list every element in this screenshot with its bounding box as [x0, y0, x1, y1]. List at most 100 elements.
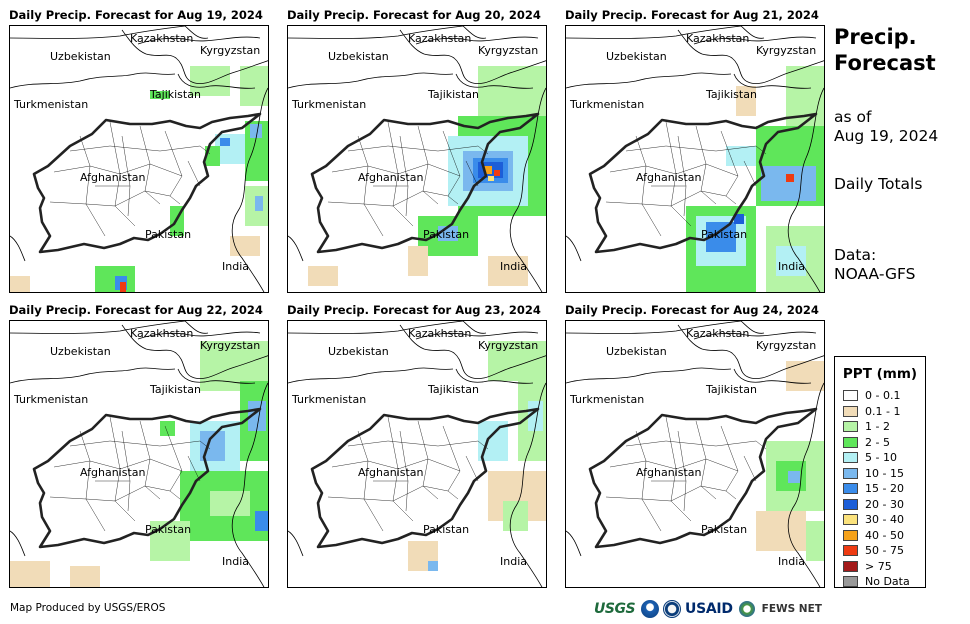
- precip-cells: [10, 341, 268, 587]
- sidebar-daily-totals: Daily Totals: [834, 175, 923, 193]
- legend-label: 20 - 30: [865, 497, 904, 511]
- label-turkmenistan: Turkmenistan: [569, 98, 644, 111]
- label-afghanistan: Afghanistan: [80, 466, 146, 479]
- legend-label: 5 - 10: [865, 451, 897, 465]
- legend-swatch: [843, 514, 858, 526]
- label-india: India: [222, 260, 249, 273]
- label-uzbekistan: Uzbekistan: [606, 50, 667, 63]
- state-seal-icon: [663, 600, 682, 618]
- label-turkmenistan: Turkmenistan: [291, 393, 366, 406]
- legend-label: > 75: [865, 559, 892, 573]
- legend-swatch: [843, 576, 858, 588]
- label-afghanistan: Afghanistan: [358, 171, 424, 184]
- label-afghanistan: Afghanistan: [636, 466, 702, 479]
- label-tajikistan: Tajikistan: [705, 88, 757, 101]
- forecast-map: Kazakhstan Uzbekistan Kyrgyzstan Tajikis…: [9, 25, 269, 293]
- label-india: India: [500, 555, 527, 568]
- legend-swatch: [843, 483, 858, 495]
- legend-row: 40 - 50: [835, 528, 925, 544]
- label-uzbekistan: Uzbekistan: [606, 345, 667, 358]
- legend-row: 0.1 - 1: [835, 404, 925, 420]
- sidebar-asof: as of Aug 19, 2024: [834, 108, 938, 146]
- precip-cells: [686, 66, 824, 292]
- sidebar-title: Precip. Forecast: [834, 24, 964, 76]
- legend-row: 1 - 2: [835, 419, 925, 435]
- label-turkmenistan: Turkmenistan: [291, 98, 366, 111]
- sidebar-data-line2: NOAA-GFS: [834, 265, 916, 283]
- label-kazakhstan: Kazakhstan: [408, 327, 471, 340]
- legend-label: 2 - 5: [865, 435, 890, 449]
- sidebar-asof-line1: as of: [834, 108, 872, 126]
- fews-globe-icon: [738, 601, 755, 617]
- panel-title: Daily Precip. Forecast for Aug 20, 2024: [287, 8, 541, 22]
- legend-swatch: [843, 545, 858, 557]
- legend-row: 15 - 20: [835, 481, 925, 497]
- label-turkmenistan: Turkmenistan: [569, 393, 644, 406]
- legend-swatch: [843, 436, 858, 448]
- label-uzbekistan: Uzbekistan: [328, 50, 389, 63]
- label-kazakhstan: Kazakhstan: [408, 32, 471, 45]
- label-tajikistan: Tajikistan: [705, 383, 757, 396]
- legend-swatch: [843, 529, 858, 541]
- legend-label: 10 - 15: [865, 466, 904, 480]
- forecast-map: Kazakhstan Uzbekistan Kyrgyzstan Tajikis…: [565, 25, 825, 293]
- legend-swatch: [843, 390, 858, 402]
- label-kyrgyzstan: Kyrgyzstan: [756, 339, 816, 352]
- label-kyrgyzstan: Kyrgyzstan: [478, 44, 538, 57]
- legend-title: PPT (mm): [842, 366, 918, 382]
- label-kyrgyzstan: Kyrgyzstan: [478, 339, 538, 352]
- panel-title: Daily Precip. Forecast for Aug 22, 2024: [9, 303, 263, 317]
- legend-swatch: [843, 560, 858, 572]
- legend-row: 20 - 30: [835, 497, 925, 513]
- legend-label: 1 - 2: [865, 420, 890, 434]
- sidebar-asof-line2: Aug 19, 2024: [834, 127, 939, 145]
- sidebar-title-line2: Forecast: [834, 51, 936, 75]
- panel-title: Daily Precip. Forecast for Aug 19, 2024: [9, 8, 263, 22]
- label-afghanistan: Afghanistan: [636, 171, 702, 184]
- fews-net-logo: FEWS NET: [761, 603, 822, 615]
- label-tajikistan: Tajikistan: [427, 88, 479, 101]
- label-tajikistan: Tajikistan: [427, 383, 479, 396]
- legend-row: 5 - 10: [835, 450, 925, 466]
- forecast-map: Kazakhstan Uzbekistan Kyrgyzstan Tajikis…: [287, 320, 547, 588]
- legend-label: No Data: [865, 575, 910, 589]
- label-afghanistan: Afghanistan: [358, 466, 424, 479]
- label-turkmenistan: Turkmenistan: [13, 98, 88, 111]
- sidebar-data-line1: Data:: [834, 246, 877, 264]
- panel-title: Daily Precip. Forecast for Aug 23, 2024: [287, 303, 541, 317]
- label-uzbekistan: Uzbekistan: [328, 345, 389, 358]
- sidebar-data-source: Data: NOAA-GFS: [834, 246, 915, 284]
- legend-label: 40 - 50: [865, 528, 904, 542]
- label-kazakhstan: Kazakhstan: [686, 327, 749, 340]
- label-uzbekistan: Uzbekistan: [50, 345, 111, 358]
- partner-logos: USGS USAID FEWS NET: [594, 598, 822, 620]
- label-tajikistan: Tajikistan: [149, 88, 201, 101]
- legend-label: 0 - 0.1: [865, 389, 901, 403]
- legend-label: 30 - 40: [865, 513, 904, 527]
- legend-label: 0.1 - 1: [865, 404, 901, 418]
- label-pakistan: Pakistan: [423, 228, 469, 241]
- label-pakistan: Pakistan: [145, 228, 191, 241]
- label-india: India: [222, 555, 249, 568]
- label-kyrgyzstan: Kyrgyzstan: [756, 44, 816, 57]
- label-kyrgyzstan: Kyrgyzstan: [200, 339, 260, 352]
- map-credit: Map Produced by USGS/EROS: [10, 602, 166, 614]
- legend-row: 50 - 75: [835, 543, 925, 559]
- panel-title: Daily Precip. Forecast for Aug 24, 2024: [565, 303, 819, 317]
- legend-row: > 75: [835, 559, 925, 575]
- label-kazakhstan: Kazakhstan: [686, 32, 749, 45]
- legend-label: 15 - 20: [865, 482, 904, 496]
- sidebar-title-line1: Precip.: [834, 25, 917, 49]
- legend-label: 50 - 75: [865, 544, 904, 558]
- usgs-logo: USGS: [594, 601, 636, 617]
- legend-swatch: [843, 498, 858, 510]
- label-india: India: [778, 260, 805, 273]
- label-uzbekistan: Uzbekistan: [50, 50, 111, 63]
- precip-cells: [756, 361, 824, 561]
- usaid-logo: USAID: [685, 601, 733, 617]
- label-turkmenistan: Turkmenistan: [13, 393, 88, 406]
- label-pakistan: Pakistan: [145, 523, 191, 536]
- legend-swatch: [843, 467, 858, 479]
